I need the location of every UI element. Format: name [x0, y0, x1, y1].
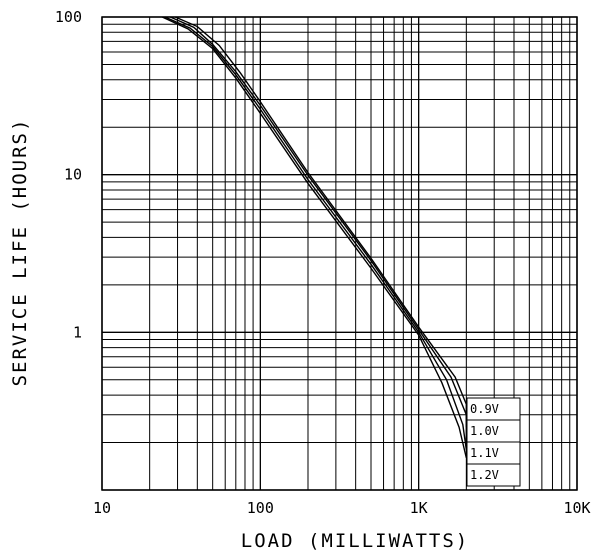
legend-entry-1-2v: 1.2V	[470, 468, 499, 482]
x-tick-labels: 10 100 1K 10K	[93, 499, 591, 517]
y-tick-label: 100	[55, 8, 82, 26]
x-tick-label: 10K	[563, 499, 590, 517]
y-tick-labels: 100 10 1	[55, 8, 82, 341]
grid	[101, 16, 578, 491]
series-line-1-2v	[174, 16, 468, 428]
legend: 0.9V 1.0V 1.1V 1.2V	[466, 397, 521, 487]
y-tick-label: 1	[73, 323, 82, 341]
y-tick-label: 10	[64, 166, 82, 184]
legend-entry-1-1v: 1.1V	[470, 446, 499, 460]
legend-entry-0-9v: 0.9V	[470, 402, 499, 416]
series-line-0-9v	[161, 16, 468, 458]
series-line-1-1v	[170, 16, 468, 443]
plot-frame	[101, 16, 578, 491]
series-lines	[161, 16, 468, 458]
x-axis-title: LOAD (MILLIWATTS)	[241, 530, 469, 552]
y-axis-title: SERVICE LIFE (HOURS)	[9, 118, 31, 387]
x-tick-label: 1K	[410, 499, 428, 517]
series-line-1-0v	[164, 16, 468, 450]
x-tick-label: 10	[93, 499, 111, 517]
legend-entry-1-0v: 1.0V	[470, 424, 499, 438]
x-tick-label: 100	[247, 499, 274, 517]
